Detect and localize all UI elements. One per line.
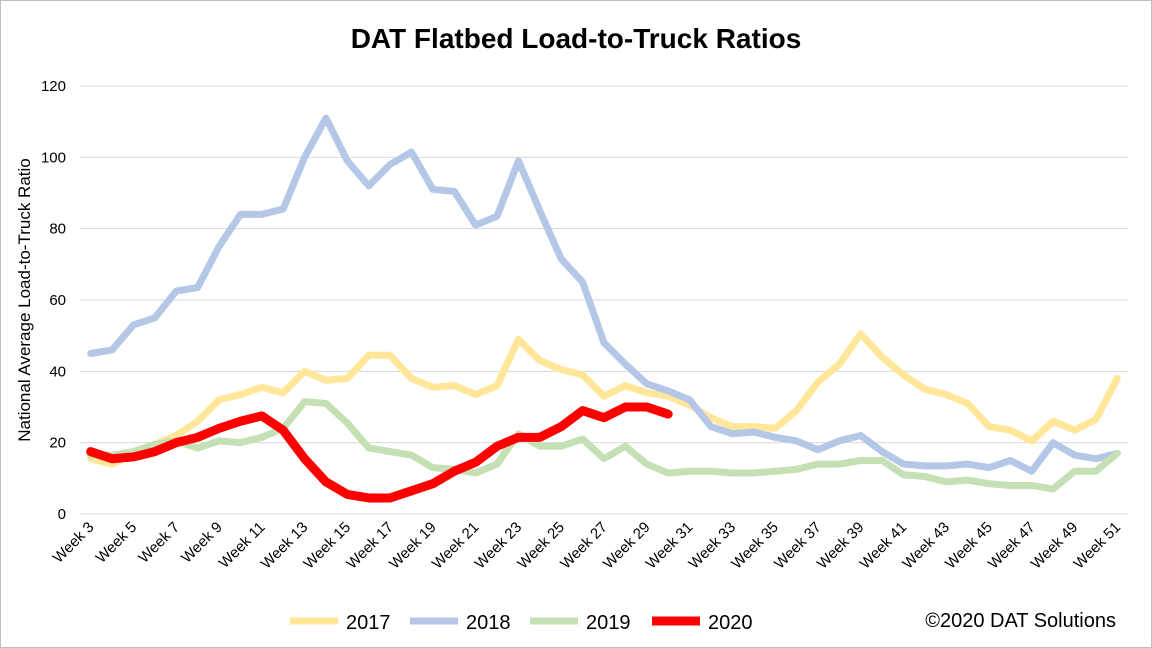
legend-label: 2019 — [586, 612, 631, 634]
series-line — [87, 114, 1121, 475]
legend-label: 2018 — [466, 612, 511, 634]
y-tick-label: 40 — [49, 363, 66, 380]
y-tick-label: 20 — [49, 435, 66, 452]
series-line — [87, 330, 1121, 468]
chart-title: DAT Flatbed Load-to-Truck Ratios — [351, 23, 802, 54]
y-tick-label: 60 — [49, 292, 66, 309]
legend-label: 2017 — [346, 612, 391, 634]
source: ©2020 DAT Solutions — [925, 610, 1116, 632]
y-tick-label: 100 — [41, 149, 66, 166]
legend-label: 2020 — [708, 612, 753, 634]
y-tick-label: 80 — [49, 221, 66, 238]
y-tick-label: 0 — [58, 506, 66, 523]
y-axis-label: National Average Load-to-Truck Ratio — [15, 158, 34, 442]
series-line — [86, 402, 673, 503]
series-line — [87, 398, 1121, 493]
y-tick-label: 120 — [41, 78, 66, 95]
